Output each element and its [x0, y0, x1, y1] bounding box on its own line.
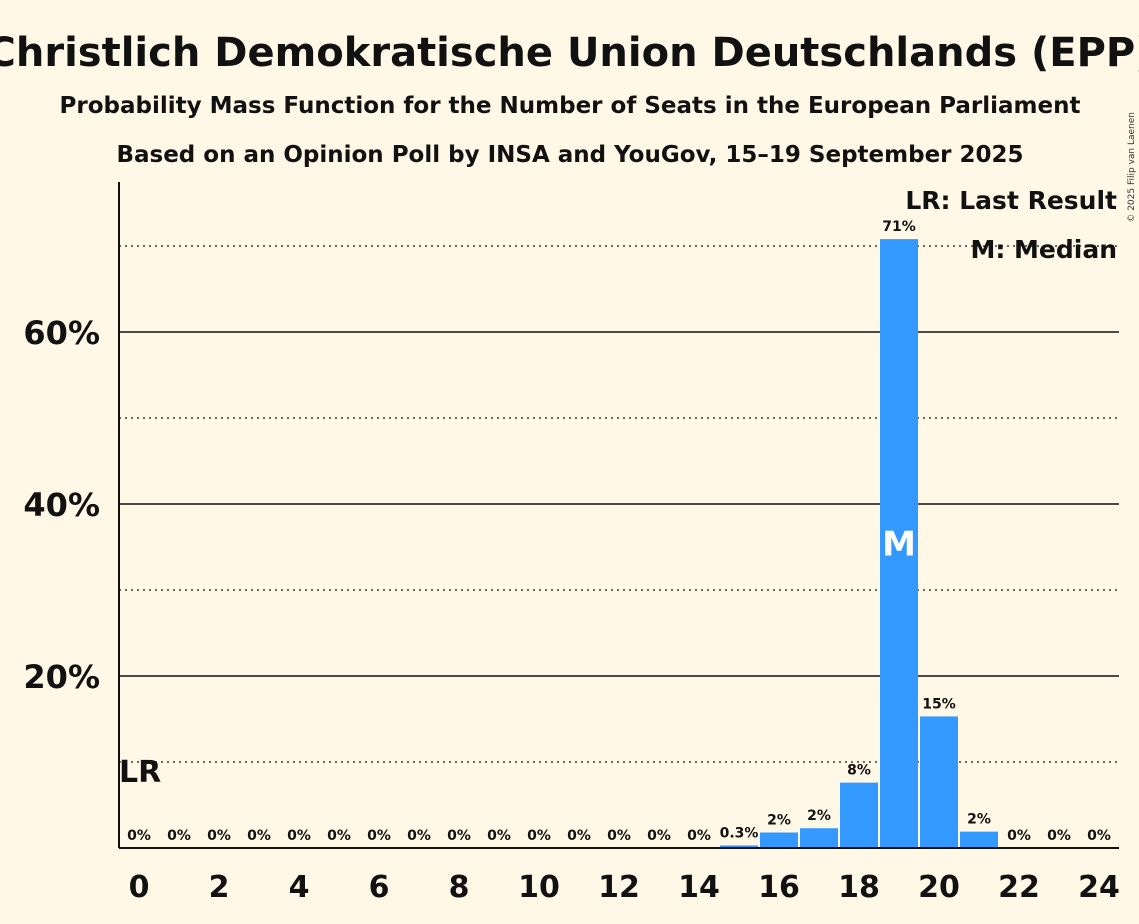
- bar-seat-15: [720, 845, 758, 848]
- bar-data-label: 0%: [367, 828, 391, 844]
- bar-data-label: 0%: [447, 828, 471, 844]
- bar-data-label: 0%: [567, 828, 591, 844]
- bar-seat-18: [840, 782, 878, 848]
- bar-data-label: 0%: [607, 828, 631, 844]
- x-tick-label: 20: [918, 870, 960, 905]
- y-tick-label: 40%: [23, 486, 100, 524]
- x-tick-label: 24: [1078, 870, 1120, 905]
- bar-data-label: 0%: [247, 828, 271, 844]
- x-tick-label: 2: [209, 870, 230, 905]
- x-tick-label: 14: [678, 870, 720, 905]
- bar-data-label: 71%: [882, 219, 916, 235]
- bar-seat-20: [920, 716, 958, 848]
- bar-data-label: 15%: [922, 696, 956, 712]
- bar-data-label: 0%: [647, 828, 671, 844]
- bars: [720, 239, 998, 848]
- y-tick-label: 60%: [23, 314, 100, 352]
- chart-title: Christlich Demokratische Union Deutschla…: [0, 30, 1139, 76]
- bar-data-label: 8%: [847, 763, 871, 779]
- x-tick-label: 0: [129, 870, 150, 905]
- bar-data-label: 2%: [767, 813, 791, 829]
- x-tick-label: 16: [758, 870, 800, 905]
- x-tick-label: 18: [838, 870, 880, 905]
- x-tick-label: 22: [998, 870, 1040, 905]
- bar-data-label: 0%: [1047, 828, 1071, 844]
- x-axis-ticks: 0 2 4 6 8 10 12 14 16 18 20 22 24: [129, 870, 1120, 905]
- chart-subtitle-1: Probability Mass Function for the Number…: [60, 93, 1081, 119]
- copyright-notice: © 2025 Filip van Laenen: [1127, 112, 1137, 223]
- bar-data-label: 0%: [167, 828, 191, 844]
- bar-data-label: 2%: [807, 808, 831, 824]
- y-tick-label: 20%: [23, 658, 100, 696]
- x-tick-label: 12: [598, 870, 640, 905]
- y-axis-ticks: 20% 40% 60%: [23, 314, 100, 696]
- bar-seat-16: [760, 832, 798, 848]
- bar-labels: 0% 0% 0% 0% 0% 0% 0% 0% 0% 0% 0% 0% 0% 0% 0% 0.3% 2% 2% 8%…: [127, 219, 1111, 844]
- median-marker: M: [882, 525, 916, 565]
- bar-data-label: 0%: [287, 828, 311, 844]
- x-tick-label: 4: [289, 870, 310, 905]
- bar-data-label: 0%: [407, 828, 431, 844]
- bar-data-label: 0%: [1007, 828, 1031, 844]
- x-tick-label: 10: [518, 870, 560, 905]
- bar-data-label: 0.3%: [720, 825, 759, 841]
- bar-data-label: 0%: [487, 828, 511, 844]
- bar-seat-17: [800, 828, 838, 848]
- bar-data-label: 0%: [527, 828, 551, 844]
- last-result-marker: LR: [119, 755, 161, 790]
- x-tick-label: 6: [369, 870, 390, 905]
- chart-subtitle-2: Based on an Opinion Poll by INSA and You…: [116, 142, 1023, 168]
- bar-data-label: 2%: [967, 812, 991, 828]
- bar-data-label: 0%: [127, 828, 151, 844]
- legend-last-result: LR: Last Result: [905, 186, 1117, 215]
- x-tick-label: 8: [449, 870, 470, 905]
- bar-data-label: 0%: [207, 828, 231, 844]
- bar-data-label: 0%: [1087, 828, 1111, 844]
- legend-median: M: Median: [970, 235, 1117, 264]
- bar-seat-19: [880, 239, 918, 848]
- bar-data-label: 0%: [327, 828, 351, 844]
- grid-lines: [119, 245, 1119, 763]
- bar-data-label: 0%: [687, 828, 711, 844]
- bar-seat-21: [960, 831, 998, 848]
